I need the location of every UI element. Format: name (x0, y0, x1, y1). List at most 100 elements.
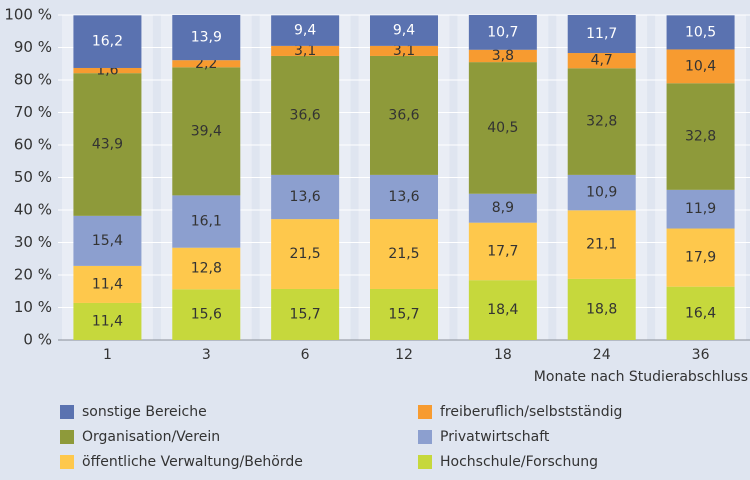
legend-swatch (60, 430, 74, 444)
bar-segment (567, 15, 636, 54)
bar-segment (567, 68, 636, 175)
data-label: 21,1 (586, 237, 617, 253)
bar-segment (666, 286, 735, 340)
bar-segment (271, 45, 340, 56)
x-tick-label: 1 (103, 347, 112, 363)
bar-segment (370, 174, 438, 220)
bar-segment (172, 195, 241, 248)
data-label: 21,5 (388, 246, 419, 262)
data-label: 32,8 (586, 114, 617, 130)
legend-label: freiberuflich/selbstständig (440, 404, 622, 420)
data-label: 13,6 (290, 189, 321, 205)
bar-segment (172, 60, 241, 68)
data-label: 18,4 (487, 302, 518, 318)
data-label: 11,7 (586, 26, 617, 42)
y-tick-label: 40 % (14, 201, 52, 219)
y-tick-label: 50 % (14, 168, 52, 186)
legend-swatch (60, 455, 74, 469)
x-tick-label: 6 (301, 347, 310, 363)
x-tick-label: 18 (494, 347, 512, 363)
bar-segment (73, 73, 142, 216)
x-tick-label: 3 (202, 347, 211, 363)
bar-segment (370, 55, 438, 175)
data-label: 15,7 (388, 306, 419, 322)
data-label: 40,5 (487, 120, 518, 136)
data-label: 16,4 (685, 305, 716, 321)
bar-segment (172, 289, 241, 340)
bar-segment (567, 278, 636, 340)
legend-swatch (60, 405, 74, 419)
bar-segment (468, 193, 537, 223)
legend-swatch (418, 455, 432, 469)
data-label: 32,8 (685, 129, 716, 145)
data-label: 16,2 (92, 34, 123, 50)
y-tick-label: 30 % (14, 233, 52, 251)
bar-segment (666, 15, 735, 50)
data-label: 17,7 (487, 243, 518, 259)
legend-label: sonstige Bereiche (82, 404, 207, 420)
data-label: 17,9 (685, 250, 716, 266)
bar-segment (172, 67, 241, 196)
bar-segment (271, 15, 340, 46)
bar-segment (468, 15, 537, 50)
bar-segment (666, 189, 735, 229)
data-label: 39,4 (191, 123, 222, 139)
data-label: 15,7 (290, 306, 321, 322)
data-label: 36,6 (388, 107, 419, 123)
data-label: 10,9 (586, 185, 617, 201)
bar-segment (468, 49, 537, 63)
bar-segment (468, 222, 537, 281)
data-label: 11,4 (92, 313, 123, 329)
y-tick-label: 80 % (14, 71, 52, 89)
data-label: 21,5 (290, 246, 321, 262)
bar-segment (271, 55, 340, 175)
x-tick-label: 36 (692, 347, 710, 363)
data-label: 11,9 (685, 201, 716, 217)
data-label: 9,4 (294, 23, 316, 39)
data-label: 3,1 (294, 43, 316, 59)
bar-segment (666, 228, 735, 287)
data-label: 9,4 (393, 23, 415, 39)
legend-label: Privatwirtschaft (440, 429, 550, 445)
data-label: 13,6 (388, 189, 419, 205)
bar-segment (271, 288, 340, 340)
y-tick-label: 20 % (14, 266, 52, 284)
bar-segment (666, 83, 735, 190)
data-label: 13,9 (191, 30, 222, 46)
bar-segment (567, 210, 636, 279)
data-label: 18,8 (586, 301, 617, 317)
data-label: 12,8 (191, 261, 222, 277)
data-label: 4,7 (591, 53, 613, 69)
data-label: 3,1 (393, 43, 415, 59)
x-tick-label: 24 (593, 347, 611, 363)
bar-segment (73, 265, 142, 303)
y-tick-label: 70 % (14, 103, 52, 121)
bar-segment (73, 67, 142, 74)
legend-label: Hochschule/Forschung (440, 454, 598, 470)
bar-segment (370, 15, 438, 46)
data-label: 16,1 (191, 214, 222, 230)
bar-segment (567, 174, 636, 211)
y-tick-label: 10 % (14, 298, 52, 316)
x-axis-title: Monate nach Studierabschluss (534, 369, 748, 385)
bar-segment (73, 15, 142, 68)
data-label: 43,9 (92, 137, 123, 153)
bar-segment (73, 215, 142, 266)
legend-label: Organisation/Verein (82, 429, 220, 445)
data-label: 10,5 (685, 24, 716, 40)
data-label: 8,9 (492, 200, 514, 216)
y-tick-label: 60 % (14, 136, 52, 154)
x-tick-label: 12 (395, 347, 413, 363)
data-label: 15,4 (92, 233, 123, 249)
bar-segment (567, 53, 636, 69)
bar-segment (172, 15, 241, 61)
y-tick-label: 90 % (14, 38, 52, 56)
bar-segment (370, 288, 438, 340)
y-tick-label: 100 % (4, 6, 52, 24)
bar-segment (468, 62, 537, 194)
bar-segment (370, 219, 438, 289)
data-label: 10,7 (487, 24, 518, 40)
y-tick-label: 0 % (23, 331, 52, 349)
data-label: 3,8 (492, 48, 514, 64)
